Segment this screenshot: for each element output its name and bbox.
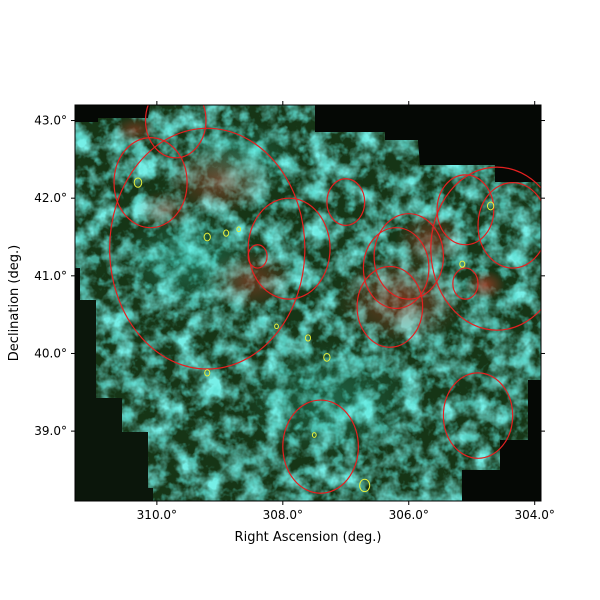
y-tick-label: 39.0° <box>34 424 67 438</box>
yellow-source-circle <box>236 226 242 233</box>
x-tick-label: 304.0° <box>515 508 555 522</box>
y-axis-label: Declination (deg.) <box>7 245 22 361</box>
y-tick-label: 41.0° <box>34 269 67 283</box>
red-region-circle <box>362 227 430 310</box>
red-region-circle <box>144 105 207 159</box>
outside-footprint <box>462 380 541 501</box>
red-region-circle <box>282 399 359 494</box>
red-region-circle <box>452 267 479 300</box>
emission-glow <box>465 270 505 300</box>
red-circle-series <box>109 105 541 494</box>
yellow-source-circle <box>323 352 331 362</box>
red-region-circle <box>430 166 541 331</box>
red-region-circle <box>326 178 366 226</box>
yellow-source-circle <box>204 369 211 377</box>
sky-image <box>75 105 541 501</box>
axes-frame <box>74 104 542 502</box>
cyan-glow <box>180 120 300 200</box>
x-tick-label: 310.0° <box>137 508 177 522</box>
yellow-source-circle <box>133 177 143 188</box>
y-tick-label: 43.0° <box>34 114 67 128</box>
red-region-circle <box>109 127 306 370</box>
yellow-source-circle <box>274 323 279 330</box>
yellow-source-circle <box>359 478 371 493</box>
yellow-source-circle <box>311 432 317 438</box>
red-region-circle <box>373 213 444 300</box>
red-region-circle <box>477 182 541 269</box>
outside-footprint <box>75 300 153 501</box>
y-axis-ticks: 39.0° 40.0° 41.0° 42.0° 43.0° <box>34 114 545 438</box>
red-region-circle <box>436 174 495 246</box>
y-tick-label: 42.0° <box>34 191 67 205</box>
x-tick-label: 306.0° <box>389 508 429 522</box>
cyan-glow <box>120 210 260 310</box>
red-region-circle <box>113 137 188 229</box>
x-tick-label: 308.0° <box>263 508 303 522</box>
outside-footprint <box>75 105 150 122</box>
red-region-circle <box>247 197 331 300</box>
yellow-source-circle <box>203 232 211 242</box>
red-region-circle <box>356 265 424 348</box>
x-axis-label: Right Ascension (deg.) <box>235 530 382 545</box>
red-region-circle <box>442 372 514 459</box>
emission-glow <box>395 212 465 268</box>
outside-footprint <box>315 105 541 182</box>
yellow-source-circle <box>304 334 312 342</box>
yellow-source-circle <box>459 260 466 268</box>
yellow-source-circle <box>486 201 495 211</box>
yellow-circle-series <box>133 177 495 493</box>
red-region-circle <box>247 244 268 269</box>
x-axis-ticks: 310.0° 308.0° 306.0° 304.0° <box>137 101 555 522</box>
outside-footprint <box>75 268 80 300</box>
yellow-source-circle <box>223 229 230 237</box>
y-tick-label: 40.0° <box>34 346 67 360</box>
